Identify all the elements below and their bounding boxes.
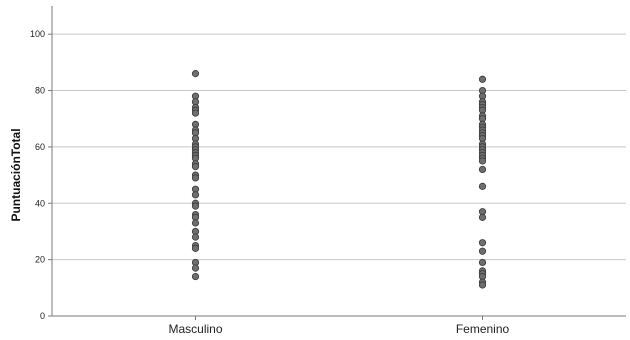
- y-tick-label: 0: [40, 311, 45, 321]
- data-point: [478, 75, 487, 83]
- data-point: [191, 70, 200, 78]
- y-tick-label: 20: [35, 255, 45, 265]
- x-category-label: Masculino: [168, 322, 222, 336]
- y-tick-label: 80: [35, 86, 45, 96]
- x-categories: Masculino Femenino: [168, 316, 510, 336]
- data-point: [478, 157, 487, 165]
- data-point: [191, 272, 200, 281]
- data-point: [191, 244, 200, 252]
- data-point: [191, 163, 200, 171]
- gridlines: [52, 33, 626, 261]
- data-point: [478, 281, 487, 289]
- data-point: [191, 202, 200, 210]
- data-point: [191, 264, 200, 272]
- data-point: [478, 182, 487, 190]
- y-ticks: 0 20 40 60 80 100: [30, 29, 52, 321]
- data-point: [191, 219, 200, 227]
- data-point: [478, 213, 487, 221]
- y-axis-title: PuntuaciónTotal: [9, 128, 23, 221]
- x-category-label: Femenino: [456, 322, 510, 336]
- y-tick-label: 100: [30, 29, 45, 39]
- axes: [51, 6, 626, 317]
- data-point: [478, 239, 487, 247]
- data-point: [191, 109, 200, 117]
- y-tick-label: 40: [35, 198, 45, 208]
- data-point: [478, 258, 487, 267]
- data-point: [478, 165, 487, 174]
- data-point: [191, 233, 200, 241]
- data-points: [191, 70, 487, 289]
- data-point: [191, 191, 200, 199]
- y-tick-label: 60: [35, 142, 45, 152]
- data-point: [191, 174, 200, 182]
- data-point: [478, 247, 487, 255]
